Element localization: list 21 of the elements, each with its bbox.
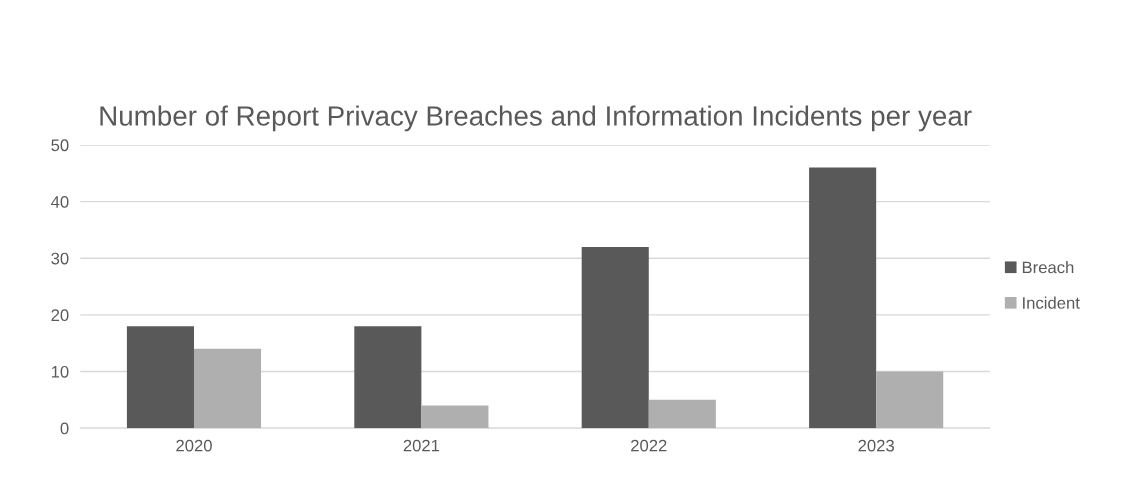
y-tick-label: 40 <box>51 196 69 208</box>
y-tick-label: 0 <box>60 422 69 435</box>
bar <box>126 326 194 429</box>
x-tick-label: 2021 <box>403 439 440 452</box>
bar <box>809 167 877 429</box>
y-tick-label: 20 <box>51 309 69 322</box>
bar <box>193 348 262 429</box>
bar <box>581 246 649 429</box>
y-tick-label: 10 <box>51 365 69 378</box>
legend-label: Incident <box>1023 296 1080 309</box>
x-tick-label: 2020 <box>176 439 212 452</box>
bar <box>648 399 716 429</box>
chart-title: Number of Report Privacy Breaches and Information Incidents per year <box>100 105 972 132</box>
legend-label: Breach <box>1022 261 1074 274</box>
bar <box>876 371 944 429</box>
x-tick-label: 2023 <box>858 439 894 452</box>
bar <box>354 326 422 429</box>
y-tick-label: 30 <box>51 252 69 265</box>
y-tick-label: 50 <box>51 139 69 152</box>
bar <box>421 405 489 429</box>
x-tick-label: 2022 <box>631 439 667 452</box>
